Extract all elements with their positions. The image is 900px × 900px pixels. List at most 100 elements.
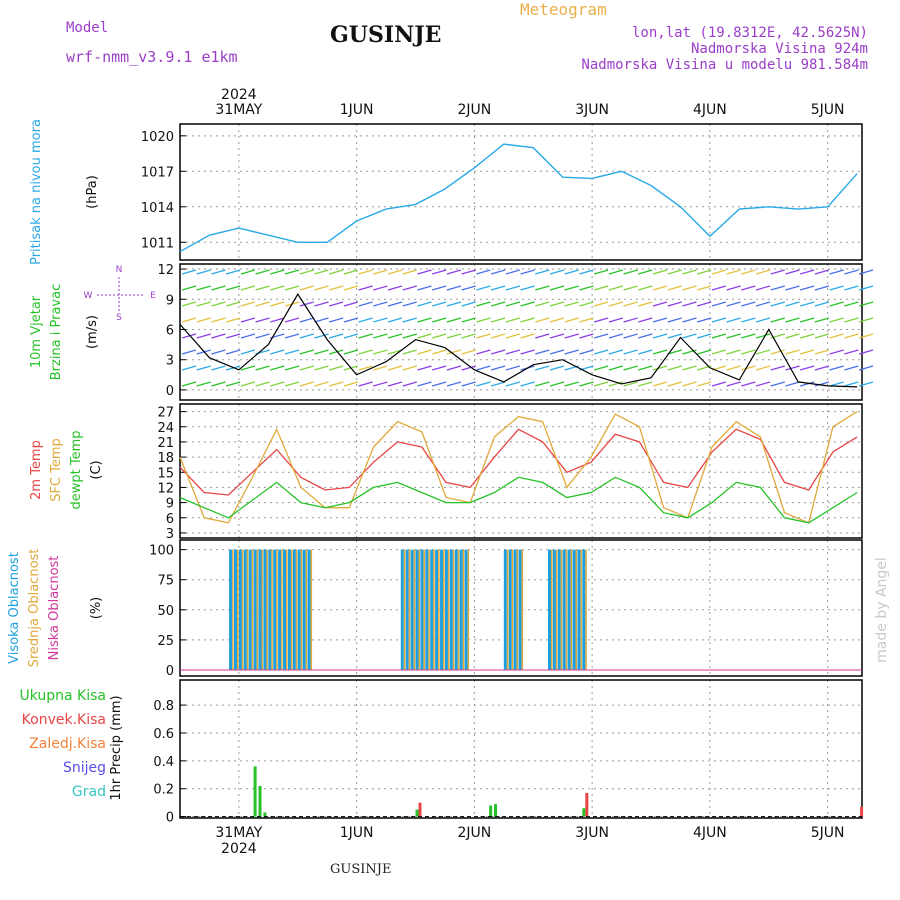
wind-arrow <box>358 301 373 307</box>
high-cloud-bar <box>547 549 551 670</box>
wind-arrow <box>358 285 373 291</box>
high-cloud-bar <box>567 549 571 670</box>
wind-arrow <box>755 349 771 355</box>
wind-arrow <box>211 381 226 387</box>
wind-arrow <box>652 349 668 355</box>
wind-arrow <box>329 381 344 387</box>
y-tick-label: 0 <box>166 811 174 826</box>
y-tick-label: 6 <box>166 512 174 527</box>
wind-arrow <box>682 349 697 355</box>
wind-arrow <box>476 365 491 371</box>
wind-arrow <box>358 317 373 323</box>
wind-arrow <box>682 381 697 387</box>
wind-arrow <box>284 333 300 339</box>
y-tick-label: 27 <box>157 406 174 421</box>
wind-arrow <box>417 333 432 339</box>
wind-arrow <box>667 317 682 323</box>
wind-arrow <box>697 317 712 323</box>
x-day-label-top: 3JUN <box>575 102 609 118</box>
wind-arrow <box>697 333 712 339</box>
wind-arrow <box>652 301 668 307</box>
wind-arrow <box>329 365 344 371</box>
mid-cloud-bar <box>443 549 445 670</box>
wind-arrow <box>549 269 565 275</box>
precip-total-bar <box>415 809 419 817</box>
wind-arrow <box>608 285 624 291</box>
wind-arrow <box>225 301 241 307</box>
wind-axis-label-1: 10m Vjetar <box>29 295 44 368</box>
x-day-label-bottom: 1JUN <box>340 825 374 841</box>
y-tick-label: 0.4 <box>153 755 174 770</box>
wind-arrow <box>476 285 491 291</box>
wind-arrow <box>770 269 785 275</box>
wind-arrow <box>505 269 520 275</box>
wind-arrow <box>564 301 579 307</box>
wind-arrow <box>608 333 624 339</box>
wind-arrow <box>564 317 579 323</box>
x-day-label-bottom: 5JUN <box>811 825 845 841</box>
wind-arrow <box>697 301 712 307</box>
y-tick-label: 1017 <box>141 165 174 180</box>
wind-arrow <box>240 269 256 275</box>
wind-arrow <box>417 349 432 355</box>
wind-arrow <box>858 269 874 275</box>
wind-arrow <box>770 365 785 371</box>
y-tick-label: 12 <box>157 263 174 278</box>
wind-arrow <box>225 349 241 355</box>
precip-conv-bar <box>860 806 864 817</box>
wind-arrow <box>579 285 594 291</box>
wind-arrow <box>623 317 638 323</box>
wind-arrow <box>505 381 520 387</box>
precip-total-bar <box>489 805 493 817</box>
wind-arrow <box>608 269 624 275</box>
wind-arrow <box>446 285 462 291</box>
wind-arrow <box>535 317 550 323</box>
mid-cloud-bar <box>428 549 430 670</box>
wind-arrow <box>593 333 609 339</box>
wind-arrow <box>697 349 712 355</box>
y-tick-label: 1011 <box>141 236 174 251</box>
wind-arrow <box>785 317 800 323</box>
x-year-label-top: 2024 <box>221 87 257 103</box>
high-cloud-bar <box>292 549 296 670</box>
mid-cloud-bar <box>241 549 244 670</box>
wind-arrow <box>726 333 741 339</box>
y-tick-label: 0.8 <box>153 699 174 714</box>
wind-arrow <box>432 301 447 307</box>
y-tick-label: 1014 <box>141 201 174 216</box>
mid-cloud-bar <box>290 549 293 670</box>
wind-arrow <box>270 301 285 307</box>
x-day-label-bottom: 3JUN <box>575 825 609 841</box>
wind-arrow <box>697 285 712 291</box>
wind-arrow <box>711 349 727 355</box>
mid-cloud-bar <box>418 549 421 670</box>
wind-arrow <box>225 285 241 291</box>
meteogram-label: Meteogram <box>520 0 607 19</box>
wind-arrow <box>652 317 668 323</box>
wind-arrow <box>432 349 447 355</box>
wind-arrow <box>520 269 535 275</box>
panel-frame <box>179 263 863 401</box>
wind-arrow <box>490 269 506 275</box>
wind-arrow <box>858 349 874 355</box>
mid-cloud-bar <box>261 549 264 670</box>
precip-conv-bar <box>418 802 422 817</box>
wind-arrow <box>535 269 550 275</box>
wind-arrow <box>564 269 579 275</box>
wind-arrow <box>549 349 565 355</box>
wind-arrow <box>711 301 727 307</box>
wind-arrow <box>329 301 344 307</box>
wind-arrow <box>638 285 653 291</box>
high-cloud-bar <box>405 549 409 670</box>
wind-arrow <box>593 301 609 307</box>
high-cloud-bar <box>278 549 282 670</box>
wind-arrow <box>476 381 491 387</box>
high-cloud-bar <box>459 549 463 670</box>
wind-arrow <box>741 381 756 387</box>
wind-arrow <box>358 349 373 355</box>
wind-arrow <box>858 317 874 323</box>
wind-arrow <box>402 349 417 355</box>
wind-arrow <box>711 381 727 387</box>
wind-arrow <box>564 381 579 387</box>
wind-arrow <box>726 269 741 275</box>
